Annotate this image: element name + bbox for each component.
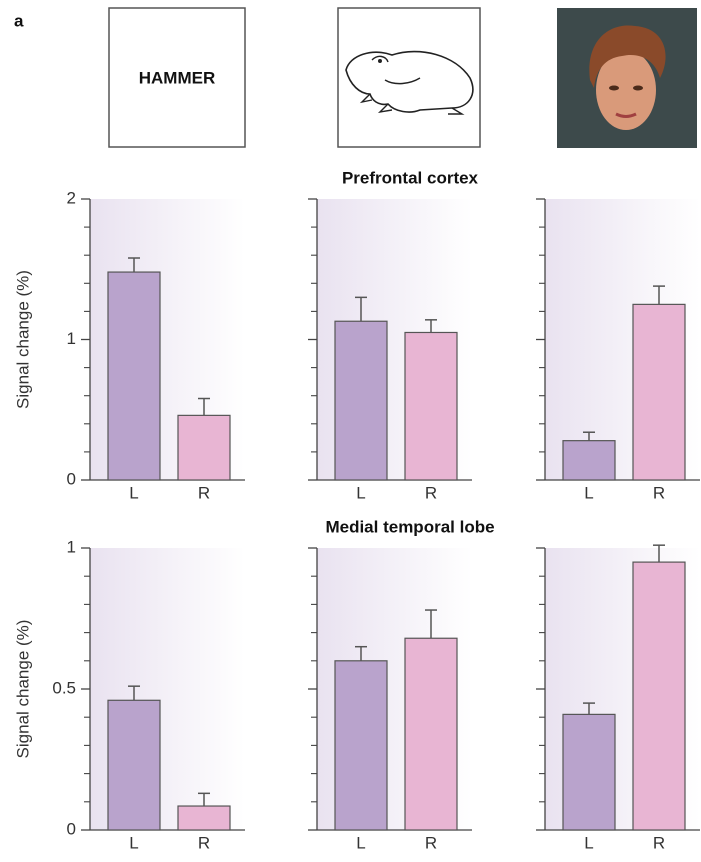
x-tick-label: R	[653, 483, 665, 502]
bar	[108, 272, 160, 480]
bar	[633, 304, 685, 480]
y-tick-label: 0	[67, 819, 76, 838]
x-tick-label: L	[129, 483, 138, 502]
x-tick-label: R	[425, 833, 437, 852]
bar	[178, 806, 230, 830]
y-tick-label: 1	[67, 329, 76, 348]
stimulus-drawing	[338, 8, 480, 147]
stimulus-face	[557, 8, 697, 148]
x-tick-label: L	[129, 833, 138, 852]
bar	[405, 638, 457, 830]
y-tick-label: 2	[67, 188, 76, 207]
panel-label: a	[14, 11, 24, 30]
x-tick-label: L	[584, 483, 593, 502]
bar	[563, 441, 615, 480]
figure: a HAMMER Prefrontal cortex Signal change …	[0, 0, 701, 862]
y-axis-label: Signal change (%)	[13, 270, 32, 409]
y-tick-label: 0.5	[52, 678, 76, 697]
x-tick-label: R	[198, 833, 210, 852]
section-title: Prefrontal cortex	[342, 168, 479, 187]
stimulus-word-label: HAMMER	[139, 68, 216, 87]
y-axis-label: Signal change (%)	[13, 620, 32, 759]
bar	[563, 714, 615, 830]
y-tick-label: 0	[67, 469, 76, 488]
x-tick-label: R	[198, 483, 210, 502]
y-tick-label: 1	[67, 537, 76, 556]
x-tick-label: L	[584, 833, 593, 852]
x-tick-label: R	[653, 833, 665, 852]
section-title: Medial temporal lobe	[325, 517, 494, 536]
x-tick-label: L	[356, 483, 365, 502]
bar	[335, 321, 387, 480]
bar	[108, 700, 160, 830]
bar	[633, 562, 685, 830]
bar	[405, 332, 457, 480]
bar	[335, 661, 387, 830]
x-tick-label: R	[425, 483, 437, 502]
bar	[178, 415, 230, 480]
x-tick-label: L	[356, 833, 365, 852]
